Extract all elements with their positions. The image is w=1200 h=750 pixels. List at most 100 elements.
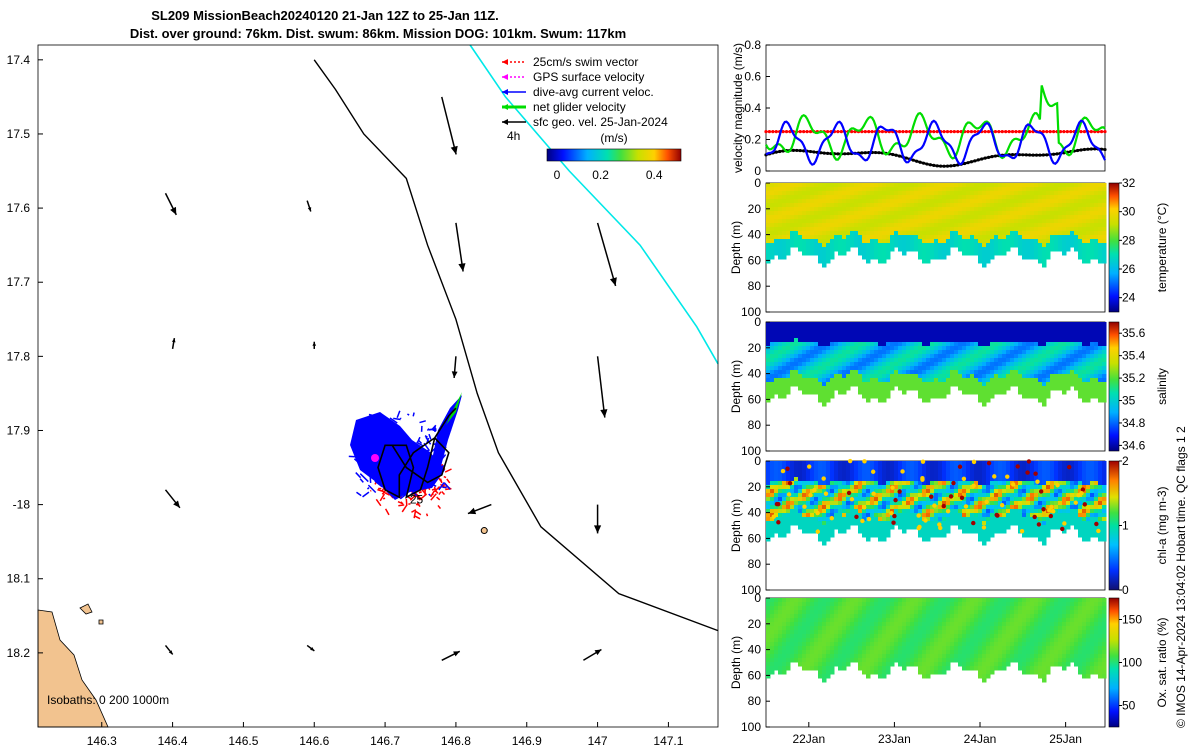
current-vector [359, 440, 367, 450]
temperature-cell [886, 207, 891, 212]
chla-cell [982, 485, 987, 490]
temperature-cell [838, 199, 843, 204]
temperature-cell [886, 203, 891, 208]
salinity-cell [894, 322, 899, 327]
swim-speed-line-point [952, 130, 956, 134]
chla-cell [870, 477, 875, 482]
salinity-cell [786, 330, 791, 335]
salinity-cell [814, 374, 819, 379]
chla-cell [914, 509, 919, 514]
chla-cell [990, 489, 995, 494]
lon-tick-label: 147 [588, 734, 608, 748]
salinity-cell [766, 370, 771, 375]
temperature-cell [782, 207, 787, 212]
chla-cell [778, 529, 783, 534]
salinity-cell [890, 362, 895, 367]
chla-cell [854, 517, 859, 522]
chla-cell [962, 521, 967, 526]
salinity-cell [1094, 342, 1099, 347]
chla-cell [802, 529, 807, 534]
chla-cell [986, 477, 991, 482]
temperature-cell [1070, 223, 1075, 228]
temperature-cell [1026, 219, 1031, 224]
salinity-cell [1010, 362, 1015, 367]
chla-cell [994, 489, 999, 494]
salinity-cell [782, 370, 787, 375]
salinity-cell [894, 378, 899, 383]
salinity-cell [846, 362, 851, 367]
chla-cell [978, 481, 983, 486]
salinity-cell [950, 374, 955, 379]
chla-cell [970, 465, 975, 470]
temperature-cell [790, 239, 795, 244]
temperature-cell [914, 195, 919, 200]
chla-cell [890, 525, 895, 530]
temperature-cell [994, 191, 999, 196]
temperature-cell [790, 231, 795, 236]
temperature-cell [1086, 215, 1091, 220]
salinity-cell [846, 382, 851, 387]
chla-cell [1002, 525, 1007, 530]
salinity-cell [842, 390, 847, 395]
chla-cell [794, 493, 799, 498]
salinity-cell [1010, 322, 1015, 327]
salinity-cell [846, 326, 851, 331]
chla-cell [862, 493, 867, 498]
temperature-cell [906, 207, 911, 212]
chla-cell [978, 493, 983, 498]
temperature-cell [910, 231, 915, 236]
temperature-cell [870, 203, 875, 208]
salinity-cell [882, 326, 887, 331]
temperature-cell [1098, 199, 1103, 204]
geo-speed-line-point [778, 149, 782, 154]
salinity-cell [978, 354, 983, 359]
temperature-cell [982, 191, 987, 196]
temperature-cell [982, 187, 987, 192]
temperature-cell [926, 219, 931, 224]
geo-velocity-arrowhead [467, 507, 477, 515]
salinity-cell [822, 398, 827, 403]
temperature-cell [786, 191, 791, 196]
chla-cell [898, 473, 903, 478]
salinity-cell [1090, 354, 1095, 359]
temperature-cell [870, 187, 875, 192]
temperature-cell [990, 183, 995, 188]
salinity-cell [1062, 342, 1067, 347]
temperature-cell [930, 255, 935, 260]
salinity-cell [802, 374, 807, 379]
temperature-cell [1046, 199, 1051, 204]
salinity-cell [766, 386, 771, 391]
salinity-cell [970, 326, 975, 331]
salinity-cell [766, 374, 771, 379]
chla-cell [910, 509, 915, 514]
temperature-cell [814, 251, 819, 256]
salinity-cell [786, 334, 791, 339]
current-vector [372, 435, 376, 438]
temperature-cell [910, 243, 915, 248]
salinity-cell [1018, 350, 1023, 355]
temperature-cell [1082, 191, 1087, 196]
temperature-cell [950, 183, 955, 188]
temperature-cell [990, 243, 995, 248]
swim-speed-line-point [784, 130, 789, 134]
salinity-cell [794, 366, 799, 371]
temperature-cell [978, 183, 983, 188]
temperature-cell [1014, 195, 1019, 200]
temperature-cell [1022, 227, 1027, 232]
temperature-cell [838, 251, 843, 256]
temperature-cell [866, 183, 871, 188]
salinity-cell [1042, 342, 1047, 347]
salinity-cell [914, 370, 919, 375]
salinity-cell [770, 386, 775, 391]
map-panel: 25 146.3 146.4 146.5 146.6 146.7 146.8 146.9 14… [7, 44, 719, 748]
chla-cell [970, 493, 975, 498]
isobath-1000m-line [469, 44, 719, 365]
chla-cell [786, 521, 791, 526]
salinity-cell [1050, 382, 1055, 387]
chla-cell [990, 465, 995, 470]
salinity-cell [1054, 326, 1059, 331]
chla-cell [994, 481, 999, 486]
salinity-cell [1098, 334, 1103, 339]
temperature-cell [910, 203, 915, 208]
current-vector [384, 431, 388, 435]
